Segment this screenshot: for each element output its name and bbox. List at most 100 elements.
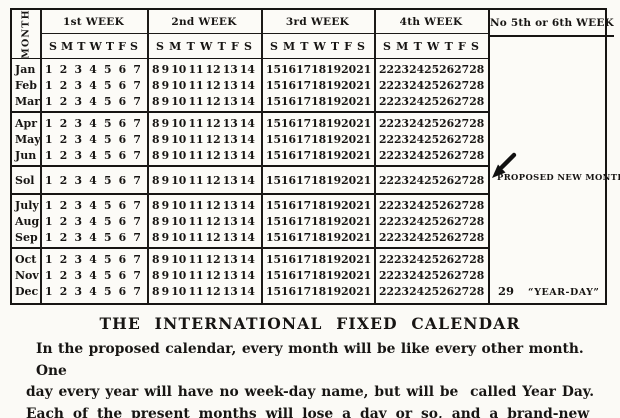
day-letter: M	[61, 39, 74, 53]
day-number: 25	[424, 78, 440, 92]
day-number: 7	[133, 198, 141, 212]
day-number: 16	[281, 252, 297, 266]
day-number: 6	[118, 214, 127, 228]
day-number: 18	[311, 78, 327, 92]
day-number: 24	[409, 132, 425, 146]
day-number: 1	[45, 268, 53, 282]
day-number: 23	[394, 198, 410, 212]
day-number: 9	[161, 252, 170, 266]
day-letter: S	[356, 39, 365, 53]
day-number: 20	[341, 173, 357, 187]
day-number: 18	[311, 94, 327, 108]
day-number: 10	[171, 78, 187, 92]
day-number: 20	[341, 268, 357, 282]
day-number: 26	[439, 78, 455, 92]
day-number: 17	[296, 173, 312, 187]
day-number: 9	[161, 62, 170, 76]
day-number: 19	[326, 230, 342, 244]
day-number: 19	[326, 268, 342, 282]
day-number: 28	[469, 284, 485, 298]
week-days-cell: 8 9 10 11 12 13 14	[147, 149, 261, 162]
day-number: 20	[341, 94, 357, 108]
week-days-cell: 15 16 17 18 19 20 21	[261, 79, 374, 92]
day-number: 13	[222, 230, 238, 244]
day-number: 8	[152, 62, 160, 76]
week-header-column: 4th WEEK S M T W T F S	[374, 10, 488, 58]
month-label: Aug	[15, 214, 40, 228]
day-number: 3	[74, 148, 82, 162]
day-number: 2	[59, 268, 68, 282]
day-number: 17	[296, 214, 312, 228]
month-row: Oct 1 2 3 4 5 6 7 8 9 10 11 12 13 14 15 16 17 18 19 20 21 22 23…	[12, 251, 488, 267]
day-number: 26	[439, 214, 455, 228]
day-number: 21	[356, 62, 372, 76]
day-number: 3	[74, 214, 82, 228]
day-number: 13	[222, 173, 238, 187]
day-number: 22	[379, 148, 395, 162]
day-number: 5	[103, 284, 112, 298]
day-number: 27	[454, 268, 470, 282]
month-label: Oct	[15, 252, 37, 266]
day-number: 26	[439, 173, 455, 187]
day-number: 20	[341, 198, 357, 212]
day-letter: W	[426, 39, 440, 53]
no-week-column-body: PROPOSED NEW MONTH 29 “YEAR-DAY”	[490, 39, 620, 303]
day-number: 3	[74, 252, 82, 266]
day-number: 23	[394, 116, 410, 130]
day-number: 10	[171, 252, 187, 266]
day-number: 26	[439, 198, 455, 212]
day-number: 15	[266, 252, 282, 266]
calendar-header: MONTH 1st WEEK S M T W T F S 2nd WEEK S M T W T F S 3rd …	[12, 9, 488, 59]
week-days-cell: 15 16 17 18 19 20 21	[261, 149, 374, 162]
day-number: 7	[133, 284, 141, 298]
day-number: 26	[439, 94, 455, 108]
day-number: 6	[118, 268, 127, 282]
day-number: 1	[45, 116, 53, 130]
day-number: 27	[454, 230, 470, 244]
day-number: 25	[424, 230, 440, 244]
day-number: 8	[152, 284, 160, 298]
month-group: Oct 1 2 3 4 5 6 7 8 9 10 11 12 13 14 15 16 17 18 19 20 21 22 23…	[12, 249, 488, 301]
week-days-cell: 22 23 24 25 26 27 28	[374, 133, 488, 146]
day-number: 16	[281, 214, 297, 228]
week-days-cell: 15 16 17 18 19 20 21	[261, 117, 374, 130]
day-number: 15	[266, 173, 282, 187]
day-number: 11	[188, 214, 204, 228]
month-row: Nov 1 2 3 4 5 6 7 8 9 10 11 12 13 14 15 16 17 18 19 20 21 22 23…	[12, 267, 488, 283]
day-number: 10	[171, 62, 187, 76]
day-number: 21	[356, 214, 372, 228]
day-number: 10	[171, 148, 187, 162]
year-day-label: “YEAR-DAY”	[528, 287, 600, 298]
day-number: 1	[45, 173, 53, 187]
day-number: 25	[424, 252, 440, 266]
week-days-cell: 8 9 10 11 12 13 14	[147, 269, 261, 282]
day-number: 11	[188, 132, 204, 146]
week-days-cell: 8 9 10 11 12 13 14	[147, 199, 261, 212]
day-number: 26	[439, 148, 455, 162]
day-letter: T	[105, 39, 115, 53]
day-number: 2	[59, 198, 68, 212]
day-number: 15	[266, 62, 282, 76]
day-number: 2	[59, 78, 68, 92]
day-number: 23	[394, 132, 410, 146]
day-number: 13	[222, 284, 238, 298]
day-number: 24	[409, 214, 425, 228]
day-number: 9	[161, 132, 170, 146]
day-number: 18	[311, 230, 327, 244]
day-number: 20	[341, 252, 357, 266]
day-number: 17	[296, 252, 312, 266]
day-number: 10	[171, 173, 187, 187]
day-number: 20	[341, 132, 357, 146]
day-number: 19	[326, 94, 342, 108]
day-number: 12	[205, 62, 221, 76]
day-number: 22	[379, 252, 395, 266]
day-number: 5	[103, 148, 112, 162]
day-number: 28	[469, 214, 485, 228]
day-letter: F	[344, 39, 352, 53]
week-days-cell: 15 16 17 18 19 20 21	[261, 231, 374, 244]
